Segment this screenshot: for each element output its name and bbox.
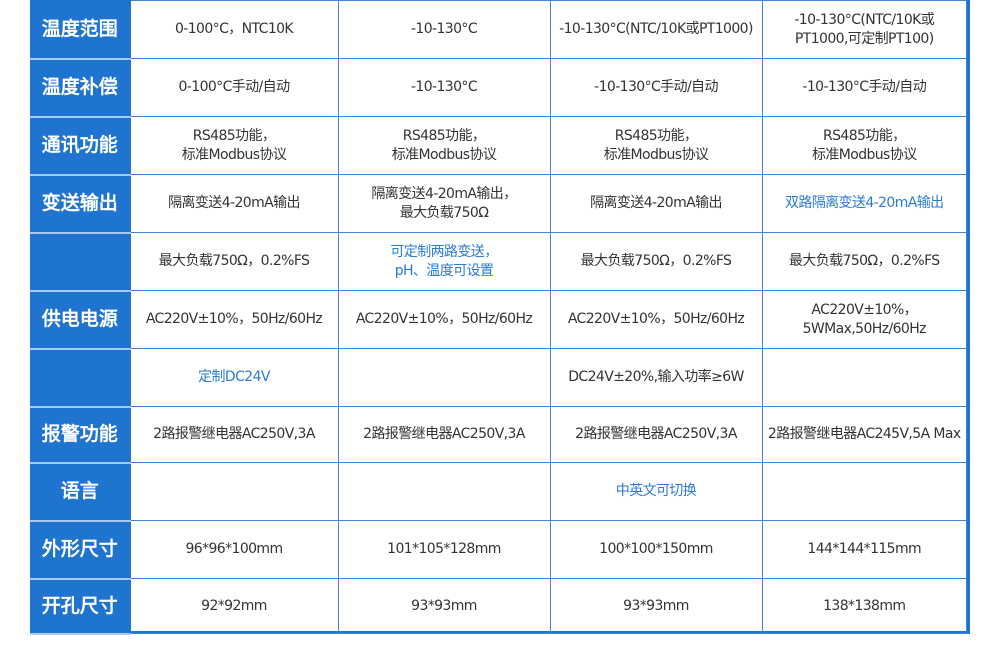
row-label: 温度范围 [30,0,131,60]
table-cell: 中英文可切换 [549,462,763,521]
table-cell: -10-130°C [337,58,551,117]
table-cell: 最大负载750Ω，0.2%FS [129,232,339,291]
table-cell: -10-130°C手动/自动 [549,58,763,117]
table-row: 报警功能 2路报警继电器AC250V,3A 2路报警继电器AC250V,3A 2路报警… [30,406,967,464]
table-cell: 0-100°C，NTC10K [129,0,339,59]
table-row: 温度范围 0-100°C，NTC10K -10-130°C -10-130°C(NTC… [30,0,967,60]
table-row: 供电电源 AC220V±10%，50Hz/60Hz AC220V±10%，50Hz/… [30,290,967,350]
table-cell: 隔离变送4-20mA输出 [549,174,763,233]
table-row: 外形尺寸 96*96*100mm 101*105*128mm 100*100*150m… [30,520,967,580]
row-label: 语言 [30,462,131,522]
row-label: 报警功能 [30,406,131,464]
table-cell: 2路报警继电器AC250V,3A [129,406,339,463]
row-label: 开孔尺寸 [30,578,131,635]
table-cell: 144*144*115mm [761,520,967,579]
row-label: 外形尺寸 [30,520,131,580]
spec-table: 温度范围 0-100°C，NTC10K -10-130°C -10-130°C(NTC… [30,0,967,635]
table-cell: 100*100*150mm [549,520,763,579]
table-cell: -10-130°C(NTC/10K或PT1000) [549,0,763,59]
row-label: 通讯功能 [30,116,131,176]
table-cell: 101*105*128mm [337,520,551,579]
table-row: 定制DC24V DC24V±20%,输入功率≥6W [30,348,967,408]
table-cell: -10-130°C手动/自动 [761,58,967,117]
table-cell: RS485功能， 标准Modbus协议 [549,116,763,175]
table-cell: 可定制两路变送， pH、温度可设置 [337,232,551,291]
table-row: 最大负载750Ω，0.2%FS 可定制两路变送， pH、温度可设置 最大负载750Ω… [30,232,967,292]
table-cell [129,462,339,521]
table-cell: 隔离变送4-20mA输出 [129,174,339,233]
table-cell: RS485功能， 标准Modbus协议 [337,116,551,175]
table-cell: RS485功能， 标准Modbus协议 [761,116,967,175]
table-cell: 138*138mm [761,578,967,634]
spec-table-container: 温度范围 0-100°C，NTC10K -10-130°C -10-130°C(NTC… [30,0,970,635]
table-cell: 双路隔离变送4-20mA输出 [761,174,967,233]
row-label: 变送输出 [30,174,131,234]
row-label: 温度补偿 [30,58,131,118]
table-cell: 隔离变送4-20mA输出， 最大负载750Ω [337,174,551,233]
table-row: 开孔尺寸 92*92mm 93*93mm 93*93mm 138*138mm [30,578,967,635]
table-cell: 0-100°C手动/自动 [129,58,339,117]
table-cell: 定制DC24V [129,348,339,407]
table-row: 变送输出 隔离变送4-20mA输出 隔离变送4-20mA输出， 最大负载750Ω 隔离… [30,174,967,234]
table-cell: RS485功能， 标准Modbus协议 [129,116,339,175]
table-cell [761,462,967,521]
table-row: 通讯功能 RS485功能， 标准Modbus协议 RS485功能， 标准Modbus… [30,116,967,176]
row-label [30,348,131,408]
table-cell: 最大负载750Ω，0.2%FS [549,232,763,291]
table-cell: 96*96*100mm [129,520,339,579]
table-cell [337,348,551,407]
table-cell: -10-130°C(NTC/10K或 PT1000,可定制PT100) [761,0,967,59]
table-cell: 92*92mm [129,578,339,634]
row-label: 供电电源 [30,290,131,350]
table-cell: 93*93mm [337,578,551,634]
table-cell [761,348,967,407]
table-cell [337,462,551,521]
table-cell: AC220V±10%，50Hz/60Hz [337,290,551,349]
table-cell: AC220V±10%，50Hz/60Hz [129,290,339,349]
table-cell: AC220V±10%，50Hz/60Hz [549,290,763,349]
table-cell: 2路报警继电器AC245V,5A Max [761,406,967,463]
table-cell: AC220V±10%， 5WMax,50Hz/60Hz [761,290,967,349]
table-cell: DC24V±20%,输入功率≥6W [549,348,763,407]
table-cell: -10-130°C [337,0,551,59]
table-cell: 2路报警继电器AC250V,3A [337,406,551,463]
table-cell: 最大负载750Ω，0.2%FS [761,232,967,291]
table-row: 温度补偿 0-100°C手动/自动 -10-130°C -10-130°C手动/自动 -… [30,58,967,118]
table-cell: 2路报警继电器AC250V,3A [549,406,763,463]
table-cell: 93*93mm [549,578,763,634]
table-row: 语言 中英文可切换 [30,462,967,522]
row-label [30,232,131,292]
